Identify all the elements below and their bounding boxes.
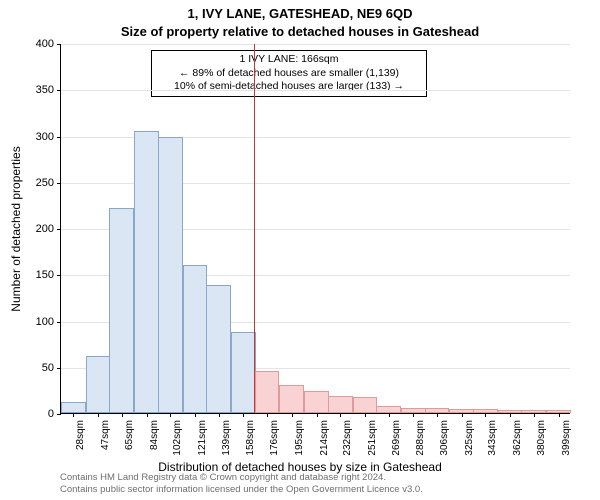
histogram-bar	[61, 402, 86, 413]
x-tick-label: 251sqm	[367, 420, 378, 456]
reference-line	[254, 44, 255, 413]
annotation-line: ← 89% of detached houses are smaller (1,…	[156, 67, 422, 81]
x-tick-label: 195sqm	[294, 420, 305, 456]
histogram-bar	[109, 208, 134, 413]
x-tick-mark	[219, 413, 220, 417]
x-tick-label: 343sqm	[487, 420, 498, 456]
x-tick-mark	[485, 413, 486, 417]
gridline	[61, 44, 570, 45]
y-tick-mark	[57, 137, 61, 138]
x-tick-label: 380sqm	[536, 420, 547, 456]
x-tick-mark	[195, 413, 196, 417]
histogram-bar	[353, 397, 378, 413]
x-tick-mark	[122, 413, 123, 417]
y-tick-mark	[57, 414, 61, 415]
y-tick-label: 0	[48, 408, 54, 420]
x-tick-mark	[317, 413, 318, 417]
y-tick-label: 400	[36, 38, 54, 50]
x-tick-label: 158sqm	[245, 420, 256, 456]
y-tick-mark	[57, 368, 61, 369]
y-tick-label: 250	[36, 177, 54, 189]
y-tick-mark	[57, 44, 61, 45]
histogram-bar	[206, 285, 231, 413]
y-axis-label: Number of detached properties	[9, 146, 23, 311]
x-tick-label: 288sqm	[415, 420, 426, 456]
x-tick-mark	[267, 413, 268, 417]
annotation-line: 1 IVY LANE: 166sqm	[156, 53, 422, 67]
histogram-bar	[134, 131, 159, 413]
annotation-line: 10% of semi-detached houses are larger (…	[156, 80, 422, 94]
x-tick-label: 399sqm	[561, 420, 572, 456]
x-tick-label: 121sqm	[197, 420, 208, 456]
x-tick-mark	[170, 413, 171, 417]
footer-attribution: Contains HM Land Registry data © Crown c…	[60, 472, 423, 496]
y-tick-label: 300	[36, 131, 54, 143]
y-tick-label: 350	[36, 84, 54, 96]
x-tick-mark	[534, 413, 535, 417]
x-tick-label: 306sqm	[439, 420, 450, 456]
x-tick-label: 325sqm	[464, 420, 475, 456]
x-tick-label: 362sqm	[512, 420, 523, 456]
x-tick-label: 214sqm	[319, 420, 330, 456]
y-tick-label: 150	[36, 269, 54, 281]
x-tick-mark	[559, 413, 560, 417]
x-tick-mark	[462, 413, 463, 417]
y-tick-mark	[57, 229, 61, 230]
x-tick-mark	[292, 413, 293, 417]
x-tick-mark	[413, 413, 414, 417]
plot-area: 1 IVY LANE: 166sqm← 89% of detached hous…	[60, 44, 570, 414]
x-tick-mark	[389, 413, 390, 417]
x-tick-mark	[340, 413, 341, 417]
x-tick-label: 65sqm	[124, 420, 135, 450]
histogram-bar	[279, 385, 304, 413]
x-tick-label: 28sqm	[75, 420, 86, 450]
y-tick-label: 50	[42, 362, 54, 374]
chart-container: 1, IVY LANE, GATESHEAD, NE9 6QD Size of …	[0, 0, 600, 500]
x-tick-label: 269sqm	[391, 420, 402, 456]
x-tick-label: 139sqm	[221, 420, 232, 456]
x-tick-label: 84sqm	[149, 420, 160, 450]
x-tick-mark	[437, 413, 438, 417]
x-tick-label: 176sqm	[269, 420, 280, 456]
histogram-bar	[183, 265, 208, 413]
footer-line: Contains HM Land Registry data © Crown c…	[60, 472, 423, 484]
histogram-bar	[304, 391, 329, 413]
y-tick-mark	[57, 275, 61, 276]
x-tick-label: 232sqm	[342, 420, 353, 456]
histogram-bar	[376, 406, 401, 413]
y-tick-mark	[57, 322, 61, 323]
x-tick-mark	[365, 413, 366, 417]
footer-line: Contains public sector information licen…	[60, 484, 423, 496]
y-tick-mark	[57, 183, 61, 184]
histogram-bar	[86, 356, 111, 413]
x-tick-mark	[98, 413, 99, 417]
x-tick-mark	[243, 413, 244, 417]
x-tick-label: 102sqm	[172, 420, 183, 456]
x-tick-mark	[73, 413, 74, 417]
histogram-bar	[231, 332, 256, 413]
histogram-bar	[255, 371, 280, 413]
histogram-bar	[328, 396, 353, 413]
y-tick-label: 200	[36, 223, 54, 235]
histogram-bar	[158, 137, 183, 413]
x-tick-mark	[510, 413, 511, 417]
x-tick-mark	[147, 413, 148, 417]
gridline	[61, 90, 570, 91]
page-title-line2: Size of property relative to detached ho…	[0, 24, 600, 39]
y-tick-label: 100	[36, 316, 54, 328]
page-title-line1: 1, IVY LANE, GATESHEAD, NE9 6QD	[0, 6, 600, 21]
x-tick-label: 47sqm	[100, 420, 111, 450]
y-tick-mark	[57, 90, 61, 91]
